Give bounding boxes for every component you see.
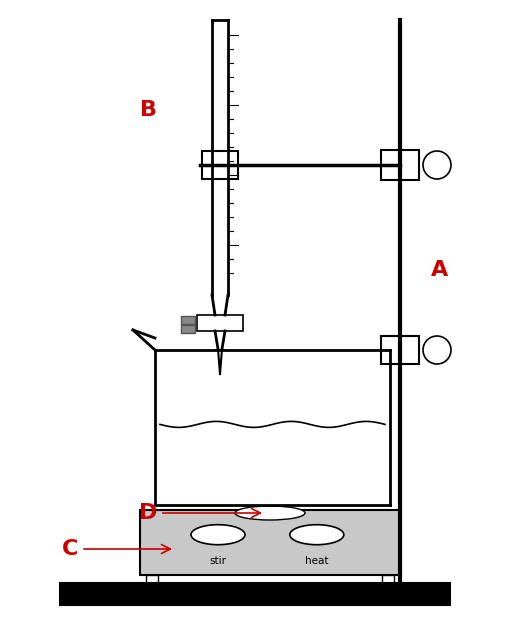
Bar	[181, 316, 195, 324]
Text: B: B	[139, 100, 156, 120]
Bar	[140, 510, 400, 575]
Text: heat: heat	[305, 556, 328, 566]
Ellipse shape	[290, 525, 344, 545]
Bar	[382, 575, 394, 583]
Circle shape	[423, 151, 451, 179]
Bar	[381, 336, 419, 364]
Ellipse shape	[191, 525, 245, 545]
Bar	[60, 583, 450, 605]
Text: stir: stir	[210, 556, 227, 566]
Bar	[202, 151, 238, 179]
Circle shape	[423, 336, 451, 364]
Ellipse shape	[235, 506, 305, 520]
Bar	[146, 575, 158, 583]
Text: A: A	[431, 260, 449, 280]
Bar	[197, 315, 243, 331]
Bar	[381, 150, 419, 180]
Text: D: D	[139, 503, 261, 523]
Bar	[181, 325, 195, 333]
Text: C: C	[62, 539, 170, 559]
